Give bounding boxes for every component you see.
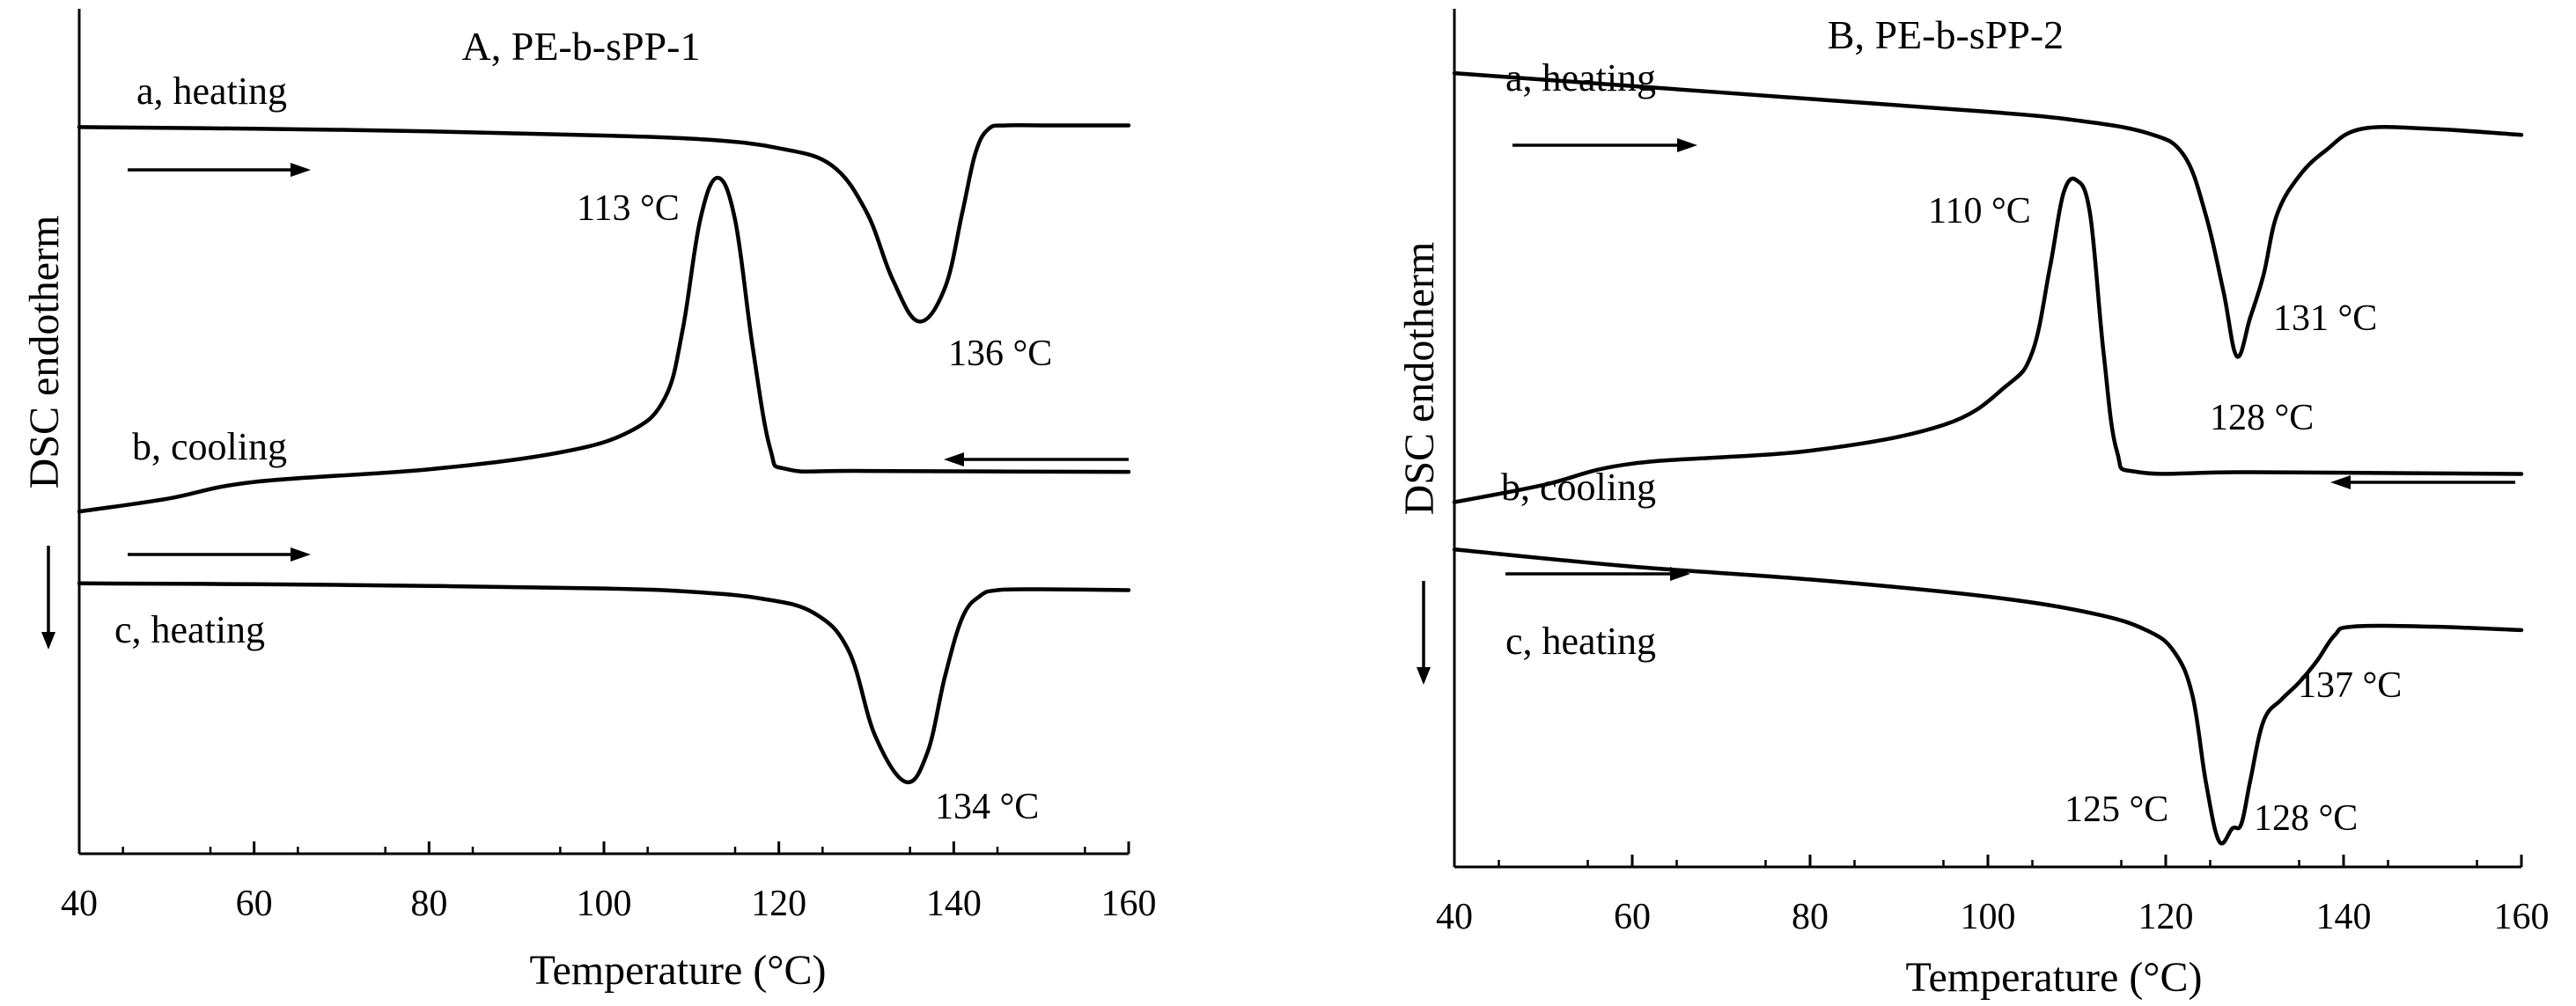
panel-a-ylabel: DSC endotherm [21, 216, 68, 489]
panel-a-x-tick-labels: 40 60 80 100 120 140 160 [61, 884, 1157, 924]
panel-a: A, PE-b-sPP-1 DSC endotherm 40 60 80 100… [21, 9, 1157, 994]
panel-b-curve-a-heating [1452, 70, 2524, 359]
panel-b-series-label-a: a, heating [1505, 56, 1656, 99]
panel-a-series-label-b: b, cooling [132, 425, 287, 468]
panel-b-xlabel: Temperature (°C) [1905, 954, 2202, 1001]
x-tick-label: 40 [61, 884, 98, 924]
panel-a-xlabel: Temperature (°C) [529, 947, 826, 994]
panel-a-annotation-136: 136 °C [948, 334, 1052, 374]
panel-a-arrow-c [128, 547, 311, 562]
panel-b-annotation-137: 137 °C [2298, 665, 2402, 706]
panel-b-ylabel: DSC endotherm [1396, 242, 1443, 516]
panel-b-annotation-128a: 128 °C [2210, 398, 2314, 438]
x-tick-label: 80 [1792, 897, 1829, 937]
panel-a-annotation-134: 134 °C [935, 787, 1039, 827]
x-tick-label: 140 [926, 884, 982, 924]
x-tick-label: 40 [1436, 897, 1473, 937]
panel-b-annotation-128b: 128 °C [2254, 798, 2358, 839]
panel-b-x-tick-labels: 40 60 80 100 120 140 160 [1436, 897, 2550, 937]
x-tick-label: 60 [1614, 897, 1651, 937]
panel-b-arrow-a [1512, 138, 1697, 152]
panel-b-arrow-b [2330, 475, 2515, 489]
panel-a-title: A, PE-b-sPP-1 [462, 24, 701, 69]
x-tick-label: 100 [577, 884, 632, 924]
panel-b-series-label-c: c, heating [1505, 620, 1656, 663]
panel-a-x-ticks [77, 841, 1130, 854]
x-tick-label: 120 [751, 884, 806, 924]
panel-b-annotation-125: 125 °C [2064, 789, 2168, 830]
panel-a-curve-a-heating [77, 122, 1131, 324]
panel-a-arrow-b [944, 452, 1129, 466]
x-tick-label: 160 [2494, 897, 2550, 937]
panel-b-annotation-131: 131 °C [2273, 298, 2377, 339]
x-tick-label: 140 [2316, 897, 2372, 937]
x-tick-label: 80 [410, 884, 447, 924]
panel-b-series-label-b: b, cooling [1501, 466, 1656, 509]
panel-a-arrow-a [128, 163, 311, 177]
panel-b-arrow-c [1505, 567, 1690, 581]
panel-a-series-label-c: c, heating [114, 608, 265, 651]
panel-a-ylabel-arrowhead [41, 632, 55, 650]
panel-a-curve-c-heating [77, 581, 1131, 785]
x-tick-label: 100 [1961, 897, 2016, 937]
panel-b-curve-b-cooling [1452, 176, 2524, 504]
panel-a-curve-b-cooling [77, 175, 1131, 514]
x-tick-label: 60 [236, 884, 273, 924]
panel-b-x-ticks [1453, 855, 2523, 867]
panel-b-ylabel-arrowhead [1417, 667, 1431, 685]
x-tick-label: 120 [2138, 897, 2194, 937]
panel-b-title: B, PE-b-sPP-2 [1828, 12, 2064, 57]
panel-b: B, PE-b-sPP-2 DSC endotherm 40 60 80 100… [1396, 9, 2550, 1001]
x-tick-label: 160 [1101, 884, 1157, 924]
panel-a-annotation-113: 113 °C [577, 188, 680, 229]
panel-a-series-label-a: a, heating [136, 70, 287, 113]
panel-b-annotation-110: 110 °C [1928, 191, 2031, 231]
panel-b-curve-c-heating [1452, 547, 2524, 846]
